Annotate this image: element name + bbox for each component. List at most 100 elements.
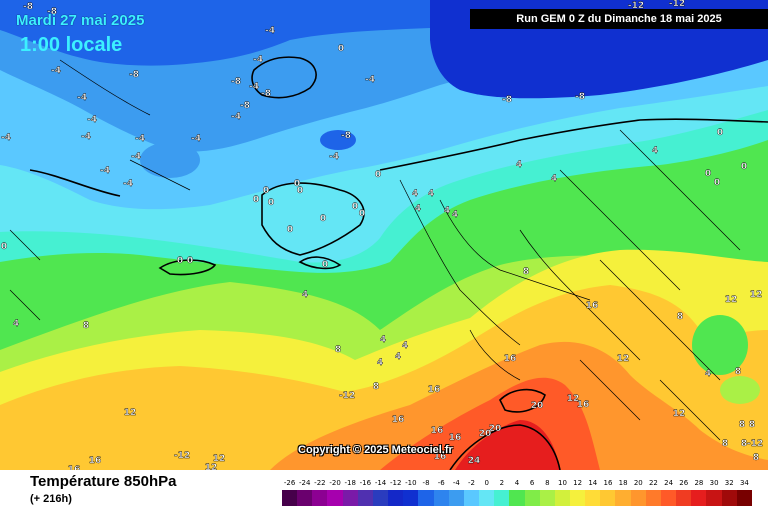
isotherm-label: 20 [531,401,544,411]
isotherm-label: -4 [231,112,241,122]
isotherm-label: 16 [577,400,590,410]
isotherm-label: 12 [617,354,630,364]
legend-footer: Température 850hPa (+ 216h) -26 -24 -22 -20… [0,470,768,512]
scale-label: -6 [437,479,445,487]
scale-swatch [706,490,722,506]
scale-swatch [721,490,737,506]
scale-label: -22 [314,479,326,487]
isotherm-label: 12 [725,295,738,305]
scale-swatch [342,490,358,506]
scale-label: 2 [499,479,505,487]
scale-label: -24 [299,479,311,487]
isotherm-label: 4 [705,369,711,379]
isotherm-label: 12 [673,409,686,419]
isotherm-label: -4 [1,133,11,143]
isotherm-label: -8 [575,92,585,102]
warm-patch-east-2 [720,376,760,404]
isotherm-label: 4 [13,319,19,329]
scale-swatch [418,490,434,506]
scale-swatch [585,490,601,506]
isotherm-label: 0 [263,186,269,196]
isotherm-label: 4 [377,358,383,368]
isotherm-label: -12 [628,1,644,11]
isotherm-label: -8 [502,95,512,105]
scale-label: 14 [588,479,598,487]
isotherm-label: 12 [567,394,580,404]
isotherm-label: 4 [380,335,386,345]
scale-label: 4 [514,479,520,487]
cold-spot [320,130,356,150]
isotherm-label: 4 [412,189,418,199]
scale-swatch [282,490,298,506]
scale-swatch [569,490,586,506]
isotherm-label: -4 [100,166,110,176]
scale-label: -18 [344,479,356,487]
isotherm-label: 4 [402,341,408,351]
isotherm-label: -4 [253,55,263,65]
scale-swatch [494,490,510,506]
isotherm-label: 8 [741,439,747,449]
isotherm-label: -4 [329,152,339,162]
scale-label: 10 [558,479,567,487]
isotherm-label: 0 [297,186,303,196]
isotherm-label: 0 [187,256,193,266]
isotherm-label: -12 [747,439,763,449]
scale-label: -4 [452,479,460,487]
scale-label: 26 [679,479,689,487]
copyright: Copyright © 2025 Meteociel.fr [298,444,453,456]
isotherm-label: 8 [722,439,728,449]
scale-label: 12 [573,479,583,487]
isotherm-label: 4 [428,189,434,199]
temperature-map: -8-8-4-40-8 -4-8-8-4-8-4-4-4-4 -4 -4-4-4-4-… [0,0,768,470]
isotherm-label: 8 [83,321,89,331]
isotherm-label: 12 [124,408,137,418]
isotherm-label: 0 [177,256,183,266]
isotherm-label: 4 [395,352,401,362]
scale-label: 16 [603,479,613,487]
isotherm-label: 0 [741,162,747,172]
scale-swatch [463,490,480,506]
time-title: 1:00 locale [20,34,123,56]
isotherm-label: -8 [261,89,271,99]
isotherm-label: 20 [479,429,492,439]
scale-label: -16 [359,479,372,487]
scale-label: 20 [633,479,643,487]
isotherm-label: 16 [392,415,405,425]
scale-label: -12 [389,479,402,487]
scale-swatch [676,490,692,506]
scale-swatch [509,490,525,506]
scale-label: -8 [422,479,430,487]
isotherm-label: -4 [191,134,201,144]
run-info: Run GEM 0 Z du Dimanche 18 mai 2025 [470,9,768,29]
scale-label: -26 [283,479,296,487]
isotherm-label: 4 [551,174,557,184]
scale-swatch [524,490,540,506]
isotherm-label: 16 [431,426,444,436]
color-scale [282,490,752,506]
forecast-hour: (+ 216h) [30,493,72,505]
isotherm-label: 20 [489,424,502,434]
date-title: Mardi 27 mai 2025 [16,12,145,29]
isotherm-label: 12 [205,463,218,470]
isotherm-label: 0 [705,169,711,179]
isotherm-label: 16 [449,433,462,443]
scale-swatch [372,490,389,506]
isotherm-label: 16 [68,465,81,470]
isotherm-label: 0 [287,225,293,235]
coastlines [29,56,768,470]
isotherm-label: -12 [339,391,355,401]
isotherm-label: 8 [739,420,745,430]
scale-label: 18 [618,479,628,487]
isotherm-label: 0 [352,202,358,212]
isotherm-label: 0 [714,178,720,188]
scale-label: -14 [374,479,387,487]
isotherm-label: -12 [669,0,685,9]
band-red [455,420,560,470]
isotherm-label: -8 [341,131,351,141]
isotherm-label: 0 [320,214,326,224]
warm-patch-east [692,315,748,375]
cold-patch [140,142,200,178]
scale-label: 32 [724,479,734,487]
isotherm-label: 12 [750,290,763,300]
